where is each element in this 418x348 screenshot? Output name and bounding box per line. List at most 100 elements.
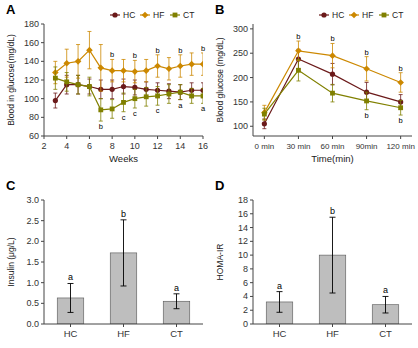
error-bar-cap xyxy=(178,77,182,78)
panel-title: D xyxy=(215,178,224,193)
error-bar xyxy=(174,294,180,309)
y-tick-label: 8 xyxy=(243,264,248,274)
annotation: b xyxy=(99,122,103,131)
legend-label: CT xyxy=(183,10,194,20)
error-bar-cap xyxy=(365,92,369,93)
x-tick-label: 10 xyxy=(130,141,140,151)
marks xyxy=(57,220,190,324)
error-bar-cap xyxy=(53,89,57,90)
point xyxy=(143,67,150,74)
background xyxy=(0,0,418,348)
y-axis-label: Blood glucose (mg/dL) xyxy=(215,37,225,122)
annotation: a xyxy=(383,285,388,295)
annotation: b xyxy=(399,116,403,125)
error-bar-cap xyxy=(262,119,266,120)
error-bar-cap xyxy=(110,98,114,99)
error-bar-cap xyxy=(262,119,266,120)
error-bar-cap xyxy=(190,52,194,53)
x-tick-label: 60 min xyxy=(320,142,344,151)
legend-marker xyxy=(173,13,178,18)
annotation: b xyxy=(330,34,334,43)
error-bar-cap xyxy=(190,82,194,83)
error-bar-cap xyxy=(87,95,91,96)
error-bar-cap xyxy=(133,89,137,90)
error-bar xyxy=(53,67,57,89)
y-tick-label: 1.0 xyxy=(26,278,39,288)
x-tick-label: 16 xyxy=(198,141,208,151)
legend-marker xyxy=(351,12,358,19)
point xyxy=(200,61,203,68)
error-bar-cap xyxy=(190,103,194,104)
error-bar-cap xyxy=(167,103,171,104)
error-bar-cap xyxy=(167,57,171,58)
x-tick-label: 8 xyxy=(110,141,115,151)
error-bar-cap xyxy=(122,93,126,94)
error-bar-cap xyxy=(201,88,203,89)
point xyxy=(86,47,93,54)
x-tick-label: HF xyxy=(117,328,130,339)
y-axis-label: HOMA-IR xyxy=(215,244,225,281)
error-bar-cap xyxy=(122,59,126,60)
x-axis-label: Time(min) xyxy=(311,153,353,164)
y-tick-label: 250 xyxy=(233,48,248,58)
error-bar-cap xyxy=(99,98,103,99)
marks xyxy=(52,31,203,121)
y-tick-label: 140 xyxy=(24,56,39,66)
annotation: b xyxy=(178,46,182,55)
y-tick-label: 180 xyxy=(24,19,39,29)
series-line xyxy=(55,78,203,110)
error-bar-cap xyxy=(121,219,127,220)
error-bar-cap xyxy=(262,108,266,109)
error-bar xyxy=(121,220,127,286)
error-bar-cap xyxy=(144,59,148,60)
series xyxy=(52,31,203,91)
legend-label: HC xyxy=(332,10,344,20)
panel: 1001502002503000 min30 min60 min90min120… xyxy=(215,2,415,164)
error-bar-cap xyxy=(53,93,57,94)
point xyxy=(97,65,104,72)
x-tick-label: 90min xyxy=(356,142,378,151)
y-tick-label: 2.0 xyxy=(26,236,39,246)
error-bar xyxy=(68,283,74,312)
y-axis xyxy=(253,200,254,324)
legend-marker xyxy=(112,12,117,17)
error-bar-cap xyxy=(399,94,403,95)
error-bar-cap xyxy=(87,68,91,69)
point xyxy=(166,66,173,73)
error-bar-cap xyxy=(167,83,171,84)
point xyxy=(329,52,336,59)
error-bar xyxy=(365,92,369,110)
x-tick-label: CT xyxy=(379,328,392,339)
legend-label: HF xyxy=(153,10,164,20)
error-bar-cap xyxy=(296,59,300,60)
y-tick-label: 200 xyxy=(233,73,248,83)
error-bar xyxy=(167,85,171,104)
error-bar-cap xyxy=(331,67,335,68)
error-bar xyxy=(201,88,203,103)
error-bar-cap xyxy=(76,94,80,95)
annotation: b xyxy=(133,51,137,60)
annotation: b xyxy=(364,48,368,57)
annotation: b xyxy=(296,32,300,41)
x-tick-label: HC xyxy=(273,328,287,339)
y-tick-label: 0.5 xyxy=(26,298,39,308)
marks xyxy=(261,41,404,129)
error-bar-cap xyxy=(121,285,127,286)
y-tick-label: 18 xyxy=(238,195,248,205)
error-bar xyxy=(277,292,283,313)
error-bar-cap xyxy=(156,82,160,83)
annotation: a xyxy=(178,101,183,110)
error-bar-cap xyxy=(76,75,80,76)
point xyxy=(262,112,267,117)
legend: HCHFCT xyxy=(319,10,403,20)
error-bar-cap xyxy=(110,99,114,100)
error-bar-cap xyxy=(99,91,103,92)
error-bar xyxy=(262,119,266,129)
point xyxy=(132,68,139,75)
error-bar-cap xyxy=(331,84,335,85)
error-bar-cap xyxy=(65,91,69,92)
y-tick-label: 14 xyxy=(238,223,248,233)
y-tick-label: 6 xyxy=(243,278,248,288)
error-bar-cap xyxy=(99,98,103,99)
error-bar-stem xyxy=(279,292,280,313)
